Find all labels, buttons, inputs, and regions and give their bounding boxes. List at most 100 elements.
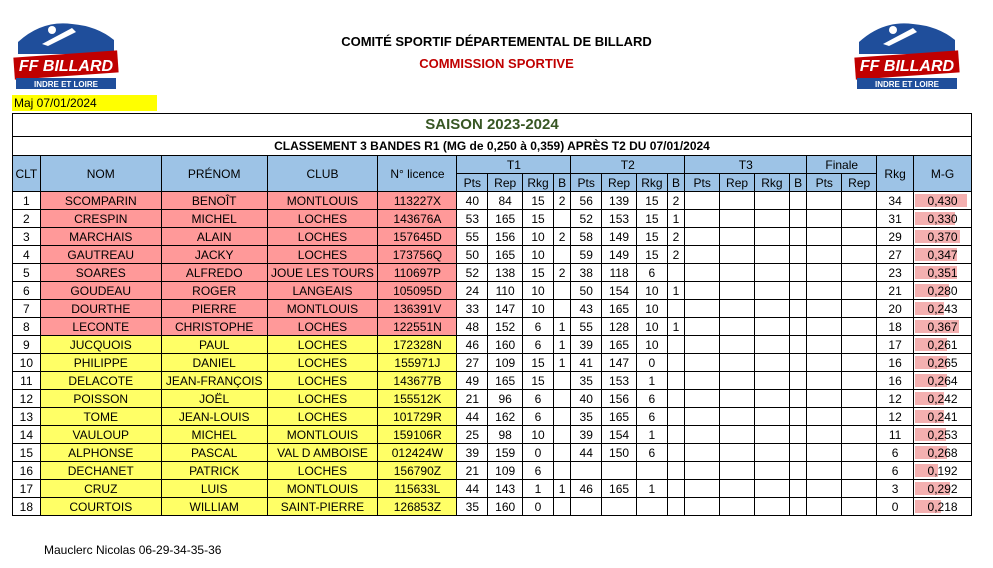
cell-nom: CRUZ bbox=[39, 479, 162, 498]
table-row: 17 CRUZ LUIS MONTLOUIS 115633L 44 143 1 1 46 165 1 3… bbox=[12, 479, 972, 498]
cell-mg: 0,261 bbox=[913, 335, 972, 354]
cell-t3 bbox=[788, 209, 808, 228]
cell-t2: 40 bbox=[570, 389, 603, 408]
cell-t1: 21 bbox=[456, 389, 489, 408]
cell-t1: 21 bbox=[456, 461, 489, 480]
cell-t2: 15 bbox=[636, 209, 668, 228]
cell-t1: 46 bbox=[456, 335, 489, 354]
cell-t3 bbox=[719, 281, 755, 300]
cell-finale bbox=[806, 245, 843, 264]
cell-t3 bbox=[719, 317, 755, 336]
cell-rkg: 31 bbox=[876, 209, 915, 228]
cell-t2 bbox=[570, 461, 603, 480]
cell-t2: 165 bbox=[601, 479, 637, 498]
cell-t2 bbox=[601, 497, 637, 516]
cell-clt: 1 bbox=[12, 191, 41, 210]
cell-mg: 0,241 bbox=[913, 407, 972, 426]
cell-clt: 11 bbox=[12, 371, 41, 390]
cell-t1: 6 bbox=[522, 335, 554, 354]
mg-value: 0,241 bbox=[927, 409, 958, 424]
cell-t1: 1 bbox=[552, 317, 572, 336]
cell-t3 bbox=[788, 227, 808, 246]
cell-t2: 59 bbox=[570, 245, 603, 264]
cell-prenom: MICHEL bbox=[160, 209, 268, 228]
cell-t1: 48 bbox=[456, 317, 489, 336]
mg-value: 0,330 bbox=[927, 211, 958, 226]
cell-t3 bbox=[788, 353, 808, 372]
cell-finale bbox=[841, 443, 878, 462]
cell-licence: 155512K bbox=[377, 389, 458, 408]
cell-nom: ALPHONSE bbox=[39, 443, 162, 462]
cell-finale bbox=[841, 317, 878, 336]
col-t1: T1 bbox=[456, 155, 572, 174]
mg-bar bbox=[915, 338, 948, 351]
cell-t3 bbox=[754, 353, 790, 372]
mg-bar bbox=[915, 392, 945, 405]
col-rkg: Rkg bbox=[876, 155, 915, 192]
mg-bar bbox=[915, 410, 945, 423]
cell-t3 bbox=[788, 407, 808, 426]
cell-finale bbox=[841, 263, 878, 282]
cell-t2: 44 bbox=[570, 443, 603, 462]
cell-club: LOCHES bbox=[266, 407, 379, 426]
cell-finale bbox=[806, 191, 843, 210]
cell-t3 bbox=[788, 335, 808, 354]
cell-clt: 12 bbox=[12, 389, 41, 408]
cell-t2 bbox=[666, 263, 686, 282]
mg-bar bbox=[915, 320, 960, 333]
cell-mg: 0,265 bbox=[913, 353, 972, 372]
cell-t3 bbox=[719, 497, 755, 516]
cell-t1: 109 bbox=[487, 461, 524, 480]
cell-prenom: PATRICK bbox=[160, 461, 268, 480]
cell-t3 bbox=[719, 335, 755, 354]
cell-club: LOCHES bbox=[266, 389, 379, 408]
cell-club: JOUE LES TOURS bbox=[266, 263, 379, 282]
cell-finale bbox=[806, 497, 843, 516]
mg-value: 0,264 bbox=[927, 373, 958, 388]
cell-t3 bbox=[684, 497, 721, 516]
cell-mg: 0,347 bbox=[913, 245, 972, 264]
cell-t1: 147 bbox=[487, 299, 524, 318]
cell-t2: 1 bbox=[666, 209, 686, 228]
cell-licence: 110697P bbox=[377, 263, 458, 282]
cell-clt: 17 bbox=[12, 479, 41, 498]
cell-t3 bbox=[719, 479, 755, 498]
mg-bar bbox=[915, 482, 951, 495]
cell-prenom: JACKY bbox=[160, 245, 268, 264]
cell-finale bbox=[806, 425, 843, 444]
cell-t2: 0 bbox=[636, 353, 668, 372]
cell-club: VAL D AMBOISE bbox=[266, 443, 379, 462]
cell-rkg: 16 bbox=[876, 353, 915, 372]
cell-finale bbox=[806, 263, 843, 282]
cell-finale bbox=[841, 497, 878, 516]
mg-bar bbox=[915, 230, 961, 243]
cell-t2: 39 bbox=[570, 425, 603, 444]
cell-nom: GOUDEAU bbox=[39, 281, 162, 300]
cell-t1: 1 bbox=[552, 335, 572, 354]
cell-t1: 15 bbox=[522, 191, 554, 210]
cell-clt: 7 bbox=[12, 299, 41, 318]
cell-t1: 138 bbox=[487, 263, 524, 282]
table-row: 18 COURTOIS WILLIAM SAINT-PIERRE 126853Z 35 16… bbox=[12, 497, 972, 516]
mg-value: 0,253 bbox=[927, 427, 958, 442]
cell-nom: GAUTREAU bbox=[39, 245, 162, 264]
cell-clt: 9 bbox=[12, 335, 41, 354]
cell-rkg: 21 bbox=[876, 281, 915, 300]
cell-clt: 14 bbox=[12, 425, 41, 444]
cell-t3 bbox=[754, 497, 790, 516]
page-subtitle: COMMISSION SPORTIVE bbox=[419, 56, 574, 71]
cell-nom: MARCHAIS bbox=[39, 227, 162, 246]
cell-club: SAINT-PIERRE bbox=[266, 497, 379, 516]
cell-t3 bbox=[754, 281, 790, 300]
cell-t2: 1 bbox=[636, 479, 668, 498]
cell-t2: 38 bbox=[570, 263, 603, 282]
cell-t2: 165 bbox=[601, 407, 637, 426]
cell-nom: TOME bbox=[39, 407, 162, 426]
cell-t1: 35 bbox=[456, 497, 489, 516]
cell-t1: 6 bbox=[522, 389, 554, 408]
table-row: 3 MARCHAIS ALAIN LOCHES 157645D 55 156 10 2 58 149… bbox=[12, 227, 972, 246]
cell-t1: 1 bbox=[552, 479, 572, 498]
cell-t1: 165 bbox=[487, 371, 524, 390]
cell-t3 bbox=[719, 191, 755, 210]
cell-finale bbox=[806, 353, 843, 372]
